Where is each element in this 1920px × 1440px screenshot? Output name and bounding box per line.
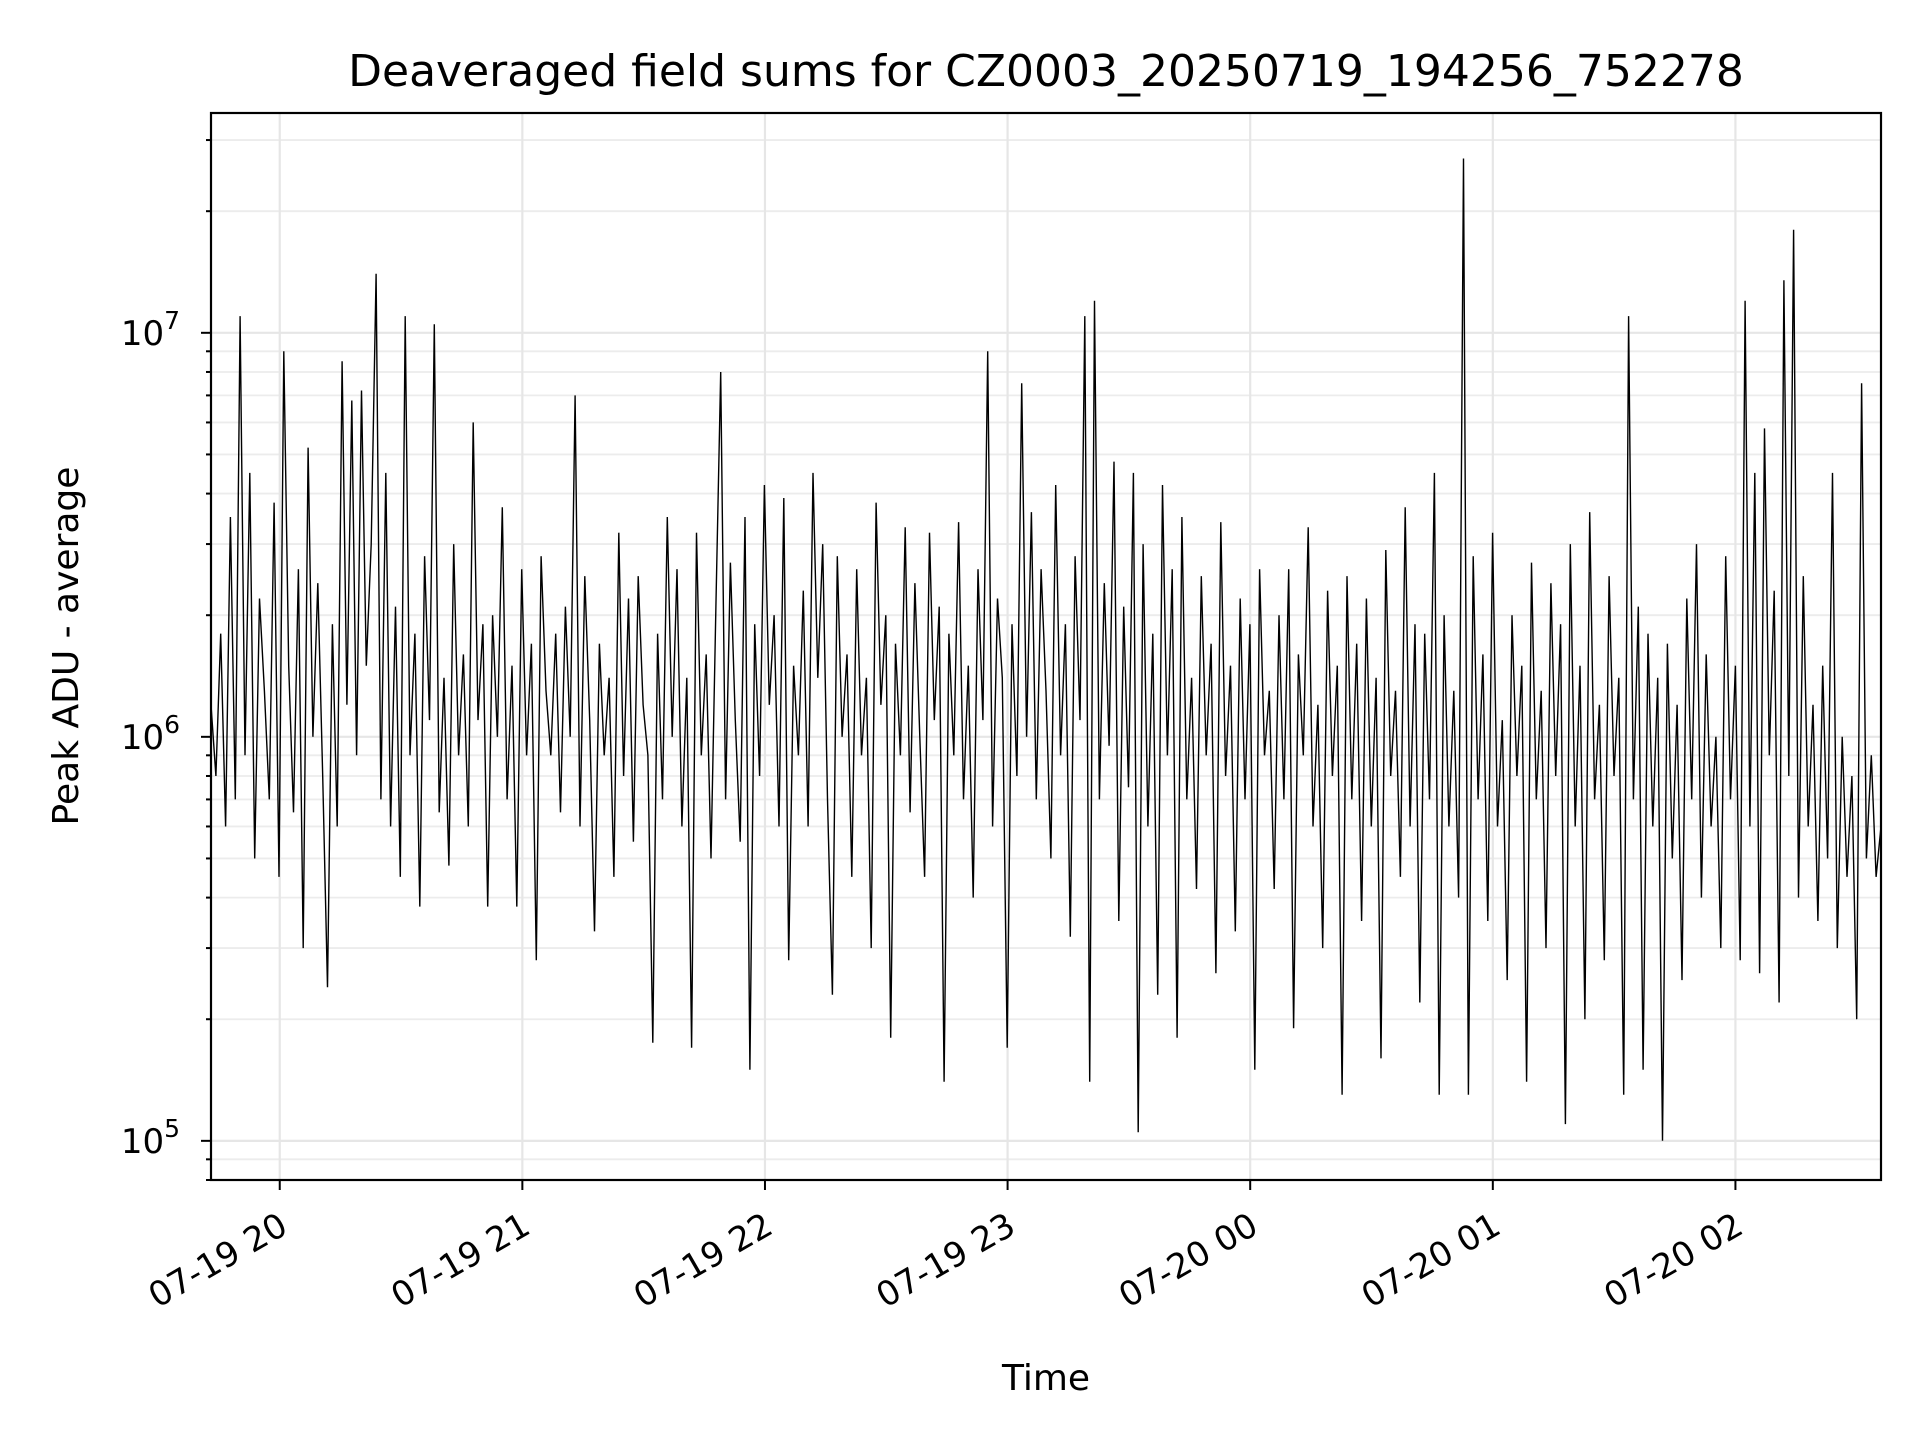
y-tick-exponent: 7 [164, 306, 180, 335]
chart-title: Deaveraged field sums for CZ0003_2025071… [348, 46, 1744, 97]
series [210, 158, 1882, 1141]
x-axis-label: Time [1001, 1358, 1090, 1399]
y-tick-base: 10 [121, 1122, 164, 1162]
y-tick-exponent: 5 [164, 1114, 180, 1143]
y-tick-exponent: 6 [164, 710, 180, 739]
y-tick-base: 10 [121, 718, 164, 758]
series-line [210, 158, 1882, 1141]
plot-frame [209, 111, 1883, 1182]
y-tick-label: 105 [121, 1114, 180, 1162]
y-tick-label: 107 [121, 306, 180, 354]
y-tick-base: 10 [121, 314, 164, 354]
y-tick-label: 106 [121, 710, 180, 758]
y-axis-label: Peak ADU - average [46, 467, 87, 826]
